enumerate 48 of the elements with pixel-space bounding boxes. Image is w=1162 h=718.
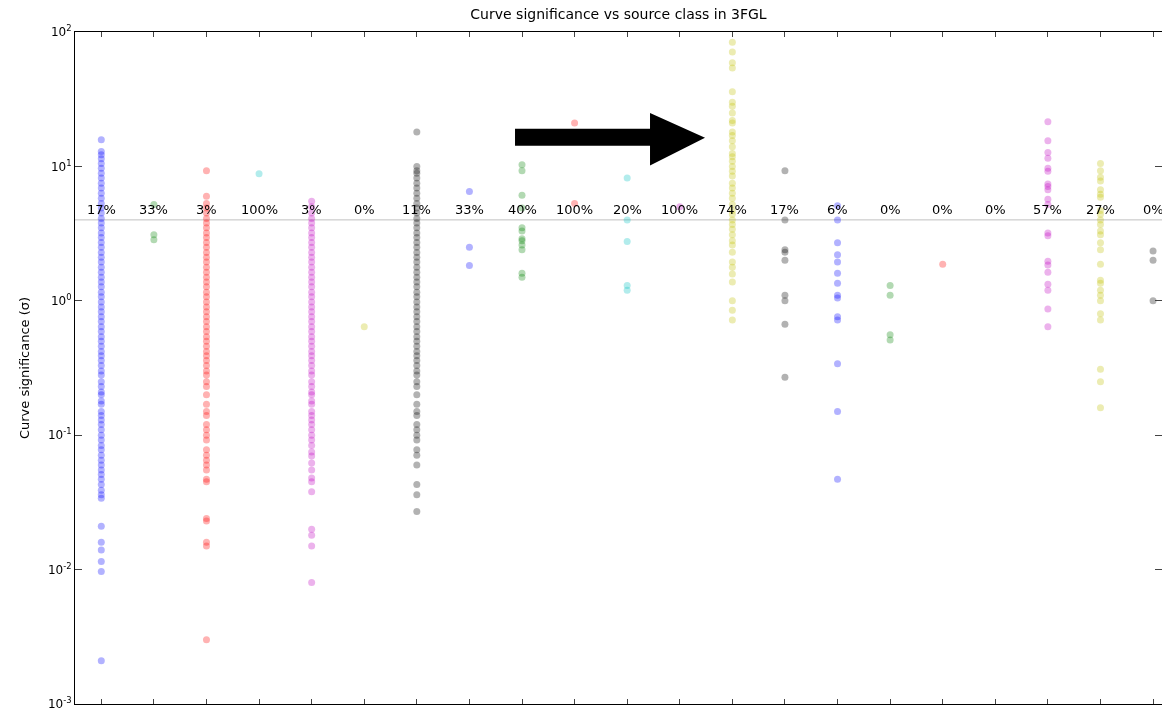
chart-title: Curve significance vs source class in 3FGL (470, 5, 767, 22)
annotation: 0% (354, 202, 375, 217)
point (97, 546, 105, 554)
point (1096, 297, 1104, 305)
point (97, 567, 105, 575)
annotation: 0% (985, 202, 1006, 217)
annotation: 33% (139, 202, 168, 217)
annotation: 27% (1086, 202, 1115, 217)
annotation: 100% (241, 202, 279, 217)
point (97, 657, 105, 665)
point (623, 216, 631, 224)
annotation: 17% (87, 202, 116, 217)
point (623, 238, 631, 246)
point (1096, 365, 1104, 373)
y-axis-title: Curve significance (σ) (16, 296, 32, 440)
point (1096, 404, 1104, 412)
annotation: 100% (661, 202, 699, 217)
y-tick-label: 10$^{-3}$ (47, 695, 72, 712)
y-tick-label: 10$^{-2}$ (47, 560, 72, 577)
annotation: 3% (196, 202, 217, 217)
annotation: 0% (880, 202, 901, 217)
point (1096, 310, 1104, 318)
annotation: 0% (932, 202, 953, 217)
point (97, 522, 105, 530)
annotation: 17% (770, 202, 799, 217)
annotation: 11% (402, 202, 431, 217)
annotation: 6% (827, 202, 848, 217)
point (1096, 378, 1104, 386)
point (97, 538, 105, 546)
point (97, 557, 105, 565)
annotation: 20% (613, 202, 642, 217)
point (623, 174, 631, 182)
annotation: 33% (455, 202, 484, 217)
annotation: 3% (301, 202, 322, 217)
annotation: 57% (1033, 202, 1062, 217)
point (728, 194, 736, 202)
y-tick-label: 10$^{1}$ (50, 157, 72, 174)
point (97, 480, 105, 488)
point (97, 446, 105, 454)
point (623, 286, 631, 294)
y-tick-label: 10$^{-1}$ (47, 426, 72, 443)
annotation: 40% (508, 202, 537, 217)
y-tick-label: 10$^{0}$ (50, 291, 72, 308)
y-tick-label: 10$^{2}$ (50, 23, 72, 40)
point (1096, 316, 1104, 324)
annotation: 74% (718, 202, 747, 217)
point (255, 170, 263, 178)
annotation: 100% (556, 202, 594, 217)
